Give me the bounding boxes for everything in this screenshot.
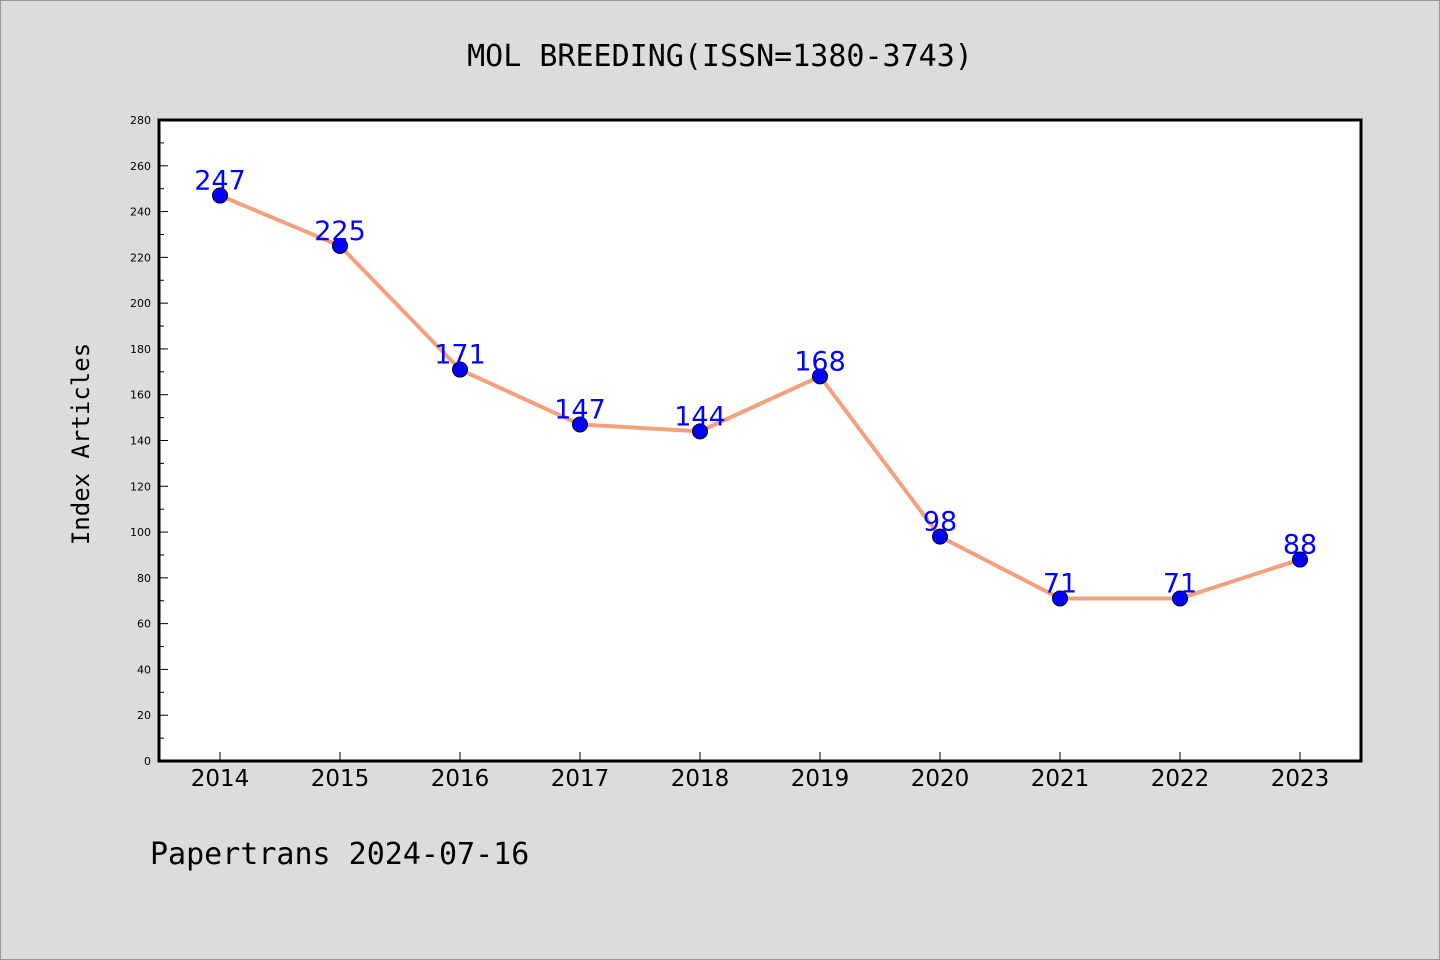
series-line bbox=[219, 193, 1301, 601]
data-point bbox=[212, 187, 228, 204]
x-tick-label: 2017 bbox=[551, 766, 610, 792]
data-label: 225 bbox=[314, 216, 366, 247]
x-tick-label: 2022 bbox=[1151, 766, 1210, 792]
x-tick-label: 2018 bbox=[671, 766, 730, 792]
y-tick-label: 240 bbox=[130, 206, 151, 219]
y-tick-label: 280 bbox=[130, 114, 151, 127]
series-group bbox=[212, 187, 1308, 607]
data-point bbox=[452, 361, 468, 378]
y-tick-label: 40 bbox=[137, 663, 151, 676]
y-tick-label: 120 bbox=[130, 480, 151, 493]
data-point bbox=[1172, 590, 1188, 607]
y-axis-label: Index Articles bbox=[67, 343, 95, 545]
data-label: 147 bbox=[554, 394, 606, 425]
data-label: 168 bbox=[794, 346, 846, 377]
x-tick-label: 2019 bbox=[791, 766, 850, 792]
y-tick-label: 160 bbox=[130, 389, 151, 402]
data-label: 98 bbox=[923, 507, 957, 538]
data-point bbox=[332, 237, 348, 254]
data-point bbox=[572, 416, 588, 433]
x-tick-label: 2023 bbox=[1271, 766, 1330, 792]
y-tick-label: 80 bbox=[137, 572, 151, 585]
data-label: 71 bbox=[1163, 568, 1197, 599]
data-label: 88 bbox=[1283, 530, 1317, 561]
data-label: 171 bbox=[434, 340, 486, 371]
y-tick-label: 60 bbox=[137, 618, 151, 631]
y-tick-label: 100 bbox=[130, 526, 151, 539]
x-tick-label: 2020 bbox=[911, 766, 970, 792]
y-tick-label: 260 bbox=[130, 160, 151, 173]
data-label: 71 bbox=[1043, 568, 1077, 599]
y-tick-label: 180 bbox=[130, 343, 151, 356]
y-tick-label: 20 bbox=[137, 709, 151, 722]
x-tick-label: 2016 bbox=[431, 766, 490, 792]
y-tick-label: 140 bbox=[130, 435, 151, 448]
data-point bbox=[812, 368, 828, 385]
tick-group: 0 20 40 60 80 100 120 140 160 180 200 220 240 260 280 2… bbox=[130, 114, 1329, 792]
watermark-text: Papertrans 2024-07-16 bbox=[150, 837, 529, 872]
data-label-group: 247 225 171 147 144 168 98 71 71 88 bbox=[194, 166, 1317, 600]
plot-area bbox=[159, 120, 1361, 761]
plot-frame bbox=[157, 118, 1363, 763]
y-tick-label: 220 bbox=[130, 251, 151, 264]
data-point bbox=[1292, 551, 1308, 568]
data-label: 247 bbox=[194, 166, 246, 197]
y-tick-label: 0 bbox=[144, 755, 151, 768]
data-point bbox=[1052, 590, 1068, 607]
data-point bbox=[932, 528, 948, 545]
x-tick-label: 2021 bbox=[1031, 766, 1090, 792]
x-tick-label: 2015 bbox=[311, 766, 370, 792]
chart-title: MOL BREEDING(ISSN=1380-3743) bbox=[467, 39, 973, 74]
x-tick-label: 2014 bbox=[191, 766, 250, 792]
data-point bbox=[692, 423, 708, 440]
data-label: 144 bbox=[674, 401, 726, 432]
y-tick-label: 200 bbox=[130, 297, 151, 310]
